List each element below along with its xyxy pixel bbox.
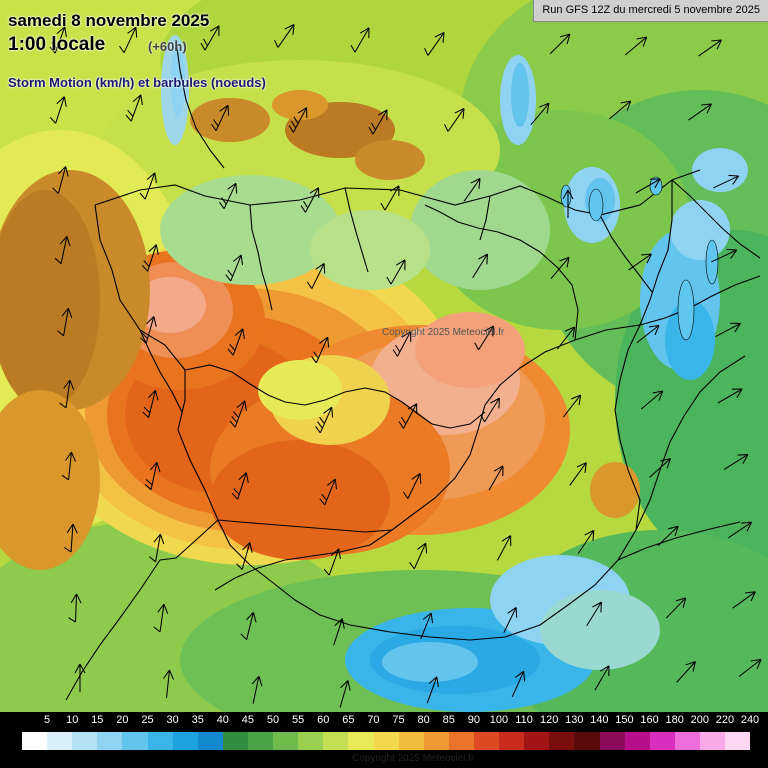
- model-run-label: Run GFS 12Z du mercredi 5 novembre 2025: [533, 0, 768, 22]
- color-scale-tick: 90: [467, 714, 480, 726]
- color-scale-tick: 65: [342, 714, 355, 726]
- color-scale-tick: 110: [515, 714, 533, 726]
- color-swatch: [197, 732, 223, 750]
- color-scale-tick: 10: [66, 714, 79, 726]
- color-scale-tick: 85: [442, 714, 455, 726]
- color-swatch: [47, 732, 73, 750]
- color-swatch: [599, 732, 625, 750]
- color-swatch: [423, 732, 449, 750]
- color-scale-tick: 120: [539, 714, 559, 726]
- copyright-bottom: Copyright 2025 Meteociel.fr: [352, 753, 475, 764]
- color-scale-tick: 25: [141, 714, 154, 726]
- color-swatch: [499, 732, 525, 750]
- color-scale-tick: 55: [292, 714, 305, 726]
- color-swatch: [624, 732, 650, 750]
- color-scale-tick: 70: [367, 714, 380, 726]
- forecast-hour: 1:00 locale: [8, 34, 106, 55]
- color-scale-tick: 30: [166, 714, 179, 726]
- color-swatch: [549, 732, 575, 750]
- color-scale-tick: 60: [317, 714, 330, 726]
- color-scale-tick: 20: [116, 714, 129, 726]
- wind-barbs-layer: [49, 24, 762, 708]
- color-scale-tick: 15: [91, 714, 104, 726]
- color-swatch: [348, 732, 374, 750]
- color-swatch: [524, 732, 550, 750]
- color-scale-tick: 240: [740, 714, 760, 726]
- field-colors: [0, 0, 768, 712]
- color-scale-tick: 80: [417, 714, 430, 726]
- color-swatch: [574, 732, 600, 750]
- color-swatch: [674, 732, 700, 750]
- color-scale-tick: 200: [690, 714, 709, 726]
- color-scale-tick: 45: [241, 714, 255, 726]
- color-swatch: [398, 732, 424, 750]
- color-scale-tick: 220: [715, 714, 735, 726]
- color-swatch: [373, 732, 399, 750]
- color-scale-tick: 130: [565, 714, 584, 726]
- color-swatch: [273, 732, 299, 750]
- color-swatch: [323, 732, 349, 750]
- color-scale: 5 10 15 20 25 30 35 40 45 50 55 60 65 70 75 80 85 90 100 11…: [0, 712, 768, 768]
- color-scale-tick: 150: [615, 714, 634, 726]
- color-swatch: [22, 732, 48, 750]
- storm-motion-field: [0, 0, 768, 712]
- copyright-map: Copyright 2025 Meteociel.fr: [382, 327, 505, 338]
- color-scale-tick: 100: [489, 714, 509, 726]
- color-swatch: [448, 732, 474, 750]
- color-swatch: [298, 732, 324, 750]
- color-scale-tick: 5: [44, 714, 51, 726]
- color-swatch: [147, 732, 173, 750]
- color-scale-tick: 35: [191, 714, 204, 726]
- color-swatch: [473, 732, 500, 750]
- color-scale-tick: 40: [216, 714, 229, 726]
- color-scale-tick: 140: [590, 714, 609, 726]
- color-swatch: [247, 732, 274, 750]
- color-swatch: [72, 732, 98, 750]
- color-swatch: [172, 732, 198, 750]
- color-scale-tick: 75: [392, 714, 405, 726]
- color-scale-labels: 5 10 15 20 25 30 35 40 45 50 55 60 65 70 75 80 85 90 100 11…: [0, 712, 768, 732]
- country-borders: [65, 39, 761, 701]
- color-swatch: [122, 732, 148, 750]
- color-scale-bar: [22, 732, 751, 750]
- parameter-label: Storm Motion (km/h) et barbules (noeuds): [8, 75, 266, 90]
- color-swatch: [222, 732, 248, 750]
- color-swatch: [725, 732, 751, 750]
- forecast-echeance: (+60h): [148, 39, 187, 54]
- forecast-date: samedi 8 novembre 2025: [8, 11, 210, 30]
- color-scale-tick: 50: [266, 714, 280, 726]
- color-swatch: [649, 732, 675, 750]
- color-swatch: [97, 732, 123, 750]
- color-scale-tick: 160: [640, 714, 659, 726]
- color-swatch: [699, 732, 726, 750]
- color-scale-tick: 180: [665, 714, 684, 726]
